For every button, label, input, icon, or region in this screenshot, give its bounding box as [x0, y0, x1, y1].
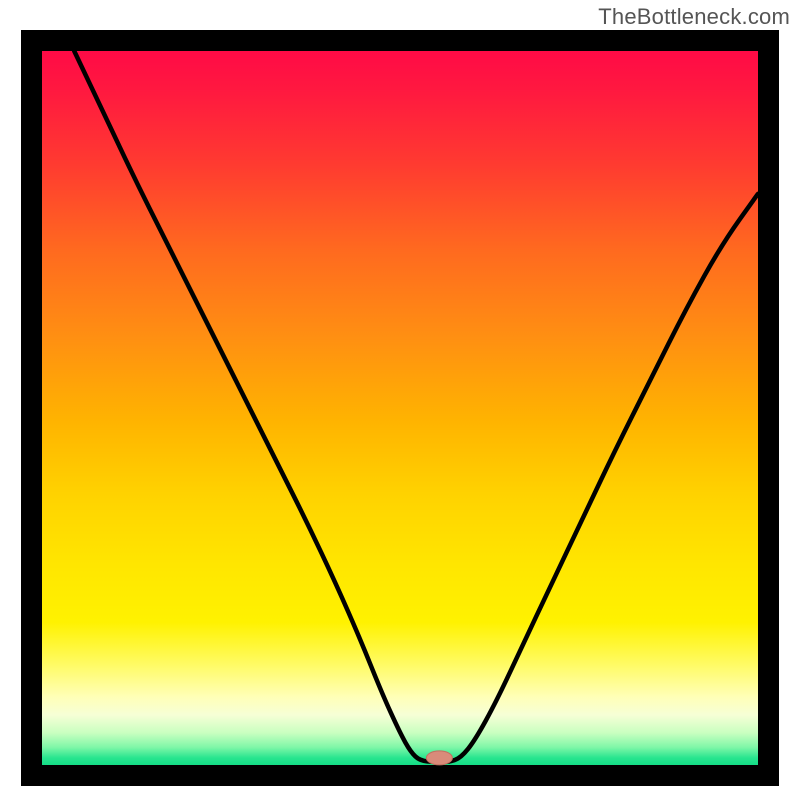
watermark-text: TheBottleneck.com: [598, 4, 790, 30]
chart-stage: TheBottleneck.com: [0, 0, 800, 800]
optimum-marker: [426, 751, 452, 765]
plot-background: [42, 51, 758, 765]
bottleneck-chart: [0, 0, 800, 800]
